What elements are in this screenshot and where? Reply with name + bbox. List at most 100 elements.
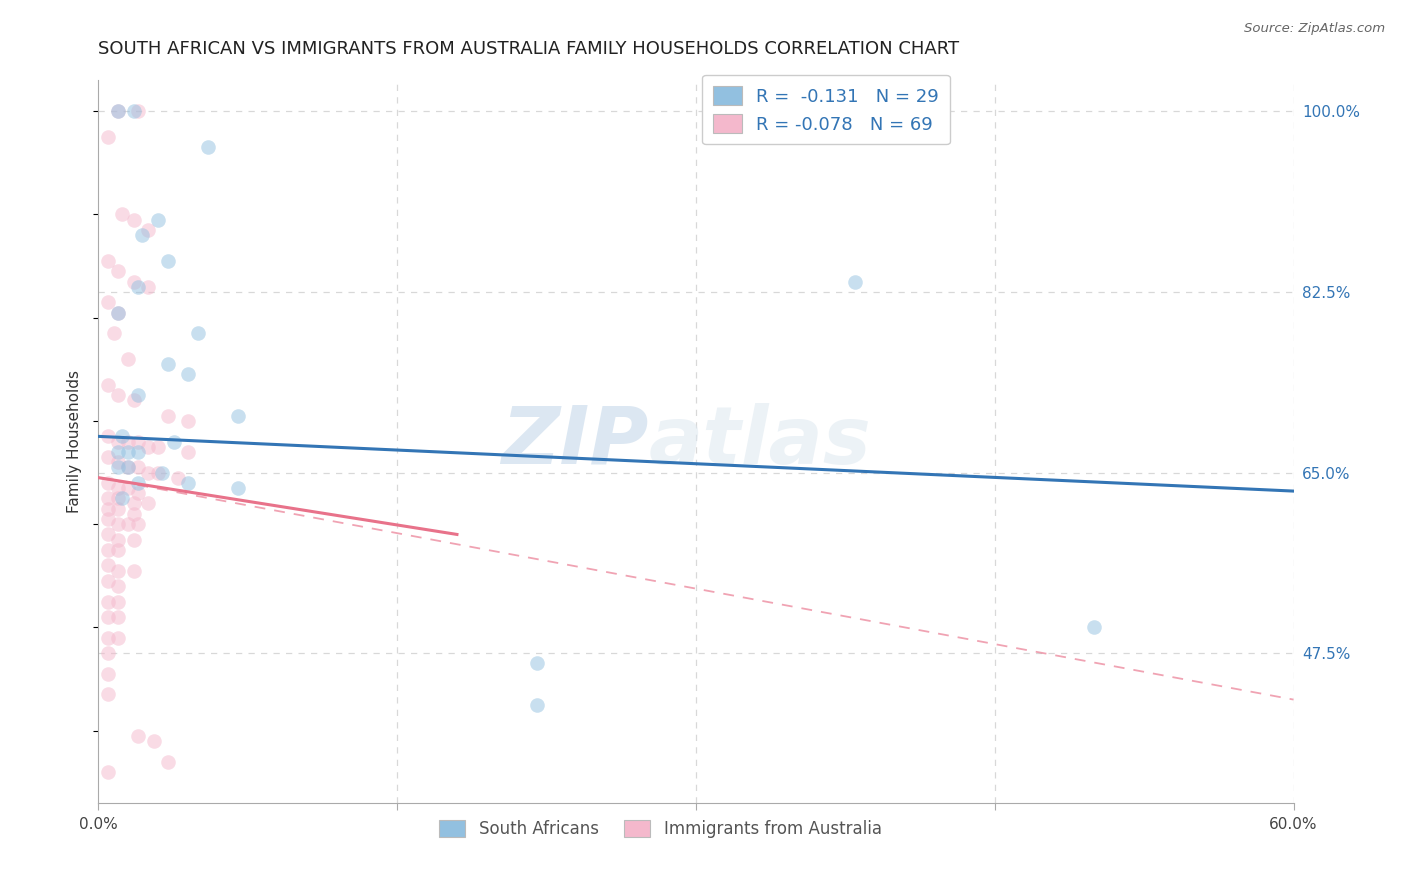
Y-axis label: Family Households: Family Households: [67, 370, 83, 513]
Point: [127, 388, 149, 402]
Point: [526, 657, 548, 671]
Point: [136, 496, 159, 510]
Point: [526, 698, 548, 712]
Point: [107, 631, 129, 645]
Point: [124, 212, 146, 227]
Point: [844, 275, 866, 289]
Point: [127, 434, 149, 449]
Point: [117, 351, 139, 366]
Point: [97, 631, 120, 645]
Point: [197, 140, 219, 154]
Point: [97, 764, 120, 779]
Point: [136, 279, 159, 293]
Point: [97, 666, 120, 681]
Point: [117, 481, 139, 495]
Point: [97, 377, 120, 392]
Point: [136, 466, 159, 480]
Point: [127, 445, 149, 459]
Point: [97, 527, 120, 541]
Point: [107, 610, 129, 624]
Text: atlas: atlas: [648, 402, 870, 481]
Legend: South Africans, Immigrants from Australia: South Africans, Immigrants from Australi…: [432, 814, 889, 845]
Point: [124, 564, 146, 578]
Point: [226, 409, 249, 423]
Point: [148, 466, 170, 480]
Point: [107, 481, 129, 495]
Point: [127, 279, 149, 293]
Point: [131, 228, 153, 243]
Point: [127, 517, 149, 532]
Point: [127, 729, 149, 743]
Point: [107, 104, 129, 119]
Point: [111, 207, 134, 221]
Text: SOUTH AFRICAN VS IMMIGRANTS FROM AUSTRALIA FAMILY HOUSEHOLDS CORRELATION CHART: SOUTH AFRICAN VS IMMIGRANTS FROM AUSTRAL…: [98, 40, 959, 58]
Point: [97, 450, 120, 464]
Point: [157, 254, 180, 268]
Point: [111, 491, 134, 506]
Point: [117, 434, 139, 449]
Point: [107, 305, 129, 319]
Point: [97, 295, 120, 310]
Point: [150, 466, 173, 480]
Point: [136, 440, 159, 454]
Point: [127, 104, 149, 119]
Point: [97, 558, 120, 573]
Point: [124, 104, 146, 119]
Point: [148, 212, 170, 227]
Point: [143, 734, 166, 748]
Point: [97, 254, 120, 268]
Point: [157, 357, 180, 371]
Point: [177, 475, 200, 490]
Point: [157, 409, 180, 423]
Point: [157, 755, 180, 769]
Point: [117, 460, 139, 475]
Point: [107, 517, 129, 532]
Point: [107, 594, 129, 608]
Point: [107, 434, 129, 449]
Point: [107, 460, 129, 475]
Point: [107, 388, 129, 402]
Point: [127, 475, 149, 490]
Point: [107, 579, 129, 593]
Point: [97, 574, 120, 588]
Point: [1083, 620, 1105, 634]
Point: [97, 688, 120, 702]
Point: [117, 445, 139, 459]
Point: [177, 368, 200, 382]
Point: [107, 533, 129, 547]
Point: [163, 434, 186, 449]
Point: [107, 501, 129, 516]
Point: [136, 223, 159, 237]
Point: [107, 104, 129, 119]
Point: [124, 496, 146, 510]
Point: [97, 491, 120, 506]
Point: [124, 275, 146, 289]
Point: [97, 646, 120, 660]
Point: [107, 542, 129, 557]
Point: [97, 501, 120, 516]
Text: Source: ZipAtlas.com: Source: ZipAtlas.com: [1244, 22, 1385, 36]
Point: [97, 512, 120, 526]
Point: [107, 445, 129, 459]
Point: [177, 414, 200, 428]
Point: [111, 429, 134, 443]
Point: [177, 445, 200, 459]
Point: [107, 491, 129, 506]
Point: [124, 533, 146, 547]
Point: [124, 393, 146, 408]
Point: [97, 610, 120, 624]
Point: [103, 326, 125, 341]
Point: [127, 460, 149, 475]
Point: [97, 594, 120, 608]
Point: [97, 130, 120, 145]
Point: [117, 460, 139, 475]
Point: [148, 440, 170, 454]
Point: [97, 429, 120, 443]
Point: [117, 517, 139, 532]
Point: [107, 264, 129, 278]
Point: [107, 564, 129, 578]
Text: ZIP: ZIP: [501, 402, 648, 481]
Point: [127, 486, 149, 500]
Point: [226, 481, 249, 495]
Point: [107, 455, 129, 469]
